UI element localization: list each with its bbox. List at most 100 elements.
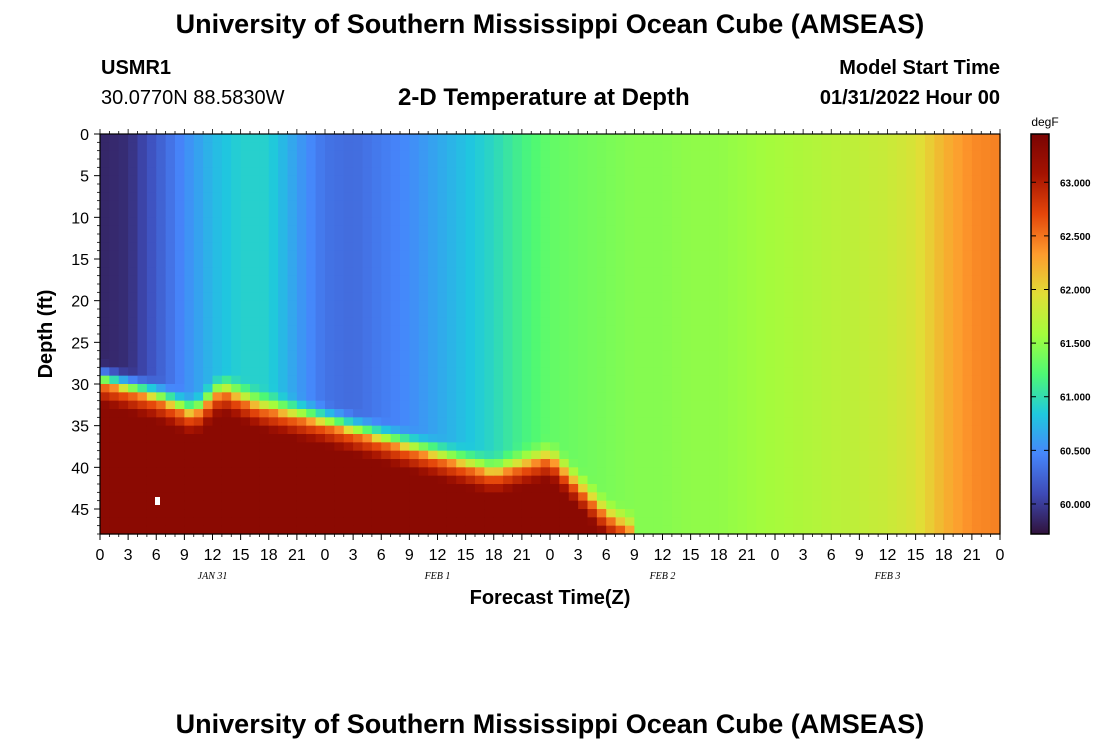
heat-cell bbox=[390, 450, 401, 460]
heat-cell bbox=[109, 184, 120, 193]
heat-cell bbox=[578, 500, 589, 510]
heat-cell bbox=[100, 400, 110, 410]
heat-cell bbox=[165, 400, 176, 410]
heat-cell bbox=[381, 475, 392, 485]
heat-cell bbox=[306, 217, 317, 227]
heat-cell bbox=[840, 292, 851, 302]
heat-cell bbox=[887, 517, 898, 527]
heat-cell bbox=[596, 500, 607, 510]
heat-cell bbox=[296, 200, 307, 210]
heat-cell bbox=[737, 484, 748, 493]
heat-cell bbox=[709, 200, 720, 210]
heat-cell bbox=[221, 217, 232, 227]
heat-cell bbox=[971, 175, 982, 185]
heat-cell bbox=[221, 392, 232, 402]
heat-cell bbox=[400, 209, 410, 218]
heat-cell bbox=[990, 350, 1001, 360]
heat-cell bbox=[212, 367, 223, 377]
heat-cell bbox=[503, 234, 514, 243]
heat-cell bbox=[118, 367, 129, 377]
heat-cell bbox=[362, 342, 373, 352]
heat-cell bbox=[512, 150, 523, 160]
heat-cell bbox=[559, 442, 570, 452]
heat-cell bbox=[381, 267, 392, 277]
heat-cell bbox=[128, 142, 139, 152]
heat-cell bbox=[709, 184, 720, 193]
heat-cell bbox=[240, 409, 251, 418]
heat-cell bbox=[175, 167, 185, 177]
heat-cell bbox=[325, 325, 335, 335]
heat-cell bbox=[803, 359, 814, 368]
heat-cell bbox=[475, 192, 485, 202]
heat-cell bbox=[896, 442, 907, 452]
heat-cell bbox=[521, 142, 532, 152]
heat-cell bbox=[240, 509, 251, 518]
heat-cell bbox=[221, 492, 232, 502]
heat-cell bbox=[700, 225, 710, 235]
heat-cell bbox=[793, 192, 804, 202]
heat-cell bbox=[587, 309, 598, 318]
heat-cell bbox=[165, 175, 176, 185]
heat-cell bbox=[981, 409, 992, 418]
heat-cell bbox=[728, 175, 739, 185]
heat-cell bbox=[240, 425, 251, 435]
heat-cell bbox=[465, 442, 476, 452]
heat-cell bbox=[137, 234, 148, 243]
heat-cell bbox=[484, 500, 495, 510]
heat-cell bbox=[868, 350, 879, 360]
heat-cell bbox=[381, 159, 392, 168]
heat-cell bbox=[531, 417, 542, 427]
heat-cell bbox=[512, 225, 523, 235]
heat-cell bbox=[953, 400, 964, 410]
heat-cell bbox=[953, 325, 964, 335]
heat-cell bbox=[137, 150, 148, 160]
heat-cell bbox=[531, 242, 542, 252]
heat-cell bbox=[784, 217, 795, 227]
heat-cell bbox=[128, 225, 139, 235]
heat-cell bbox=[446, 242, 457, 252]
heat-cell bbox=[831, 425, 842, 435]
heat-cell bbox=[165, 267, 176, 277]
heat-cell bbox=[643, 242, 654, 252]
heat-cell bbox=[859, 425, 870, 435]
heat-cell bbox=[325, 400, 335, 410]
heat-cell bbox=[400, 525, 410, 535]
heat-cell bbox=[512, 492, 523, 502]
heat-cell bbox=[756, 300, 767, 310]
heat-cell bbox=[606, 342, 617, 352]
heat-cell bbox=[915, 342, 926, 352]
heat-cell bbox=[165, 409, 176, 418]
heat-cell bbox=[512, 292, 523, 302]
heat-cell bbox=[503, 375, 514, 385]
heat-cell bbox=[484, 509, 495, 518]
heat-cell bbox=[625, 434, 635, 443]
heat-cell bbox=[296, 334, 307, 343]
heat-cell bbox=[578, 192, 589, 202]
heat-cell bbox=[559, 267, 570, 277]
heat-cell bbox=[156, 442, 167, 452]
heat-cell bbox=[165, 159, 176, 168]
heat-cell bbox=[437, 284, 448, 293]
heat-cell bbox=[325, 317, 335, 327]
heat-cell bbox=[868, 425, 879, 435]
heat-cell bbox=[878, 300, 889, 310]
heat-cell bbox=[953, 334, 964, 343]
heat-cell bbox=[812, 475, 823, 485]
heat-cell bbox=[362, 300, 373, 310]
heat-cell bbox=[700, 459, 710, 468]
heat-cell bbox=[934, 150, 945, 160]
heat-cell bbox=[775, 367, 785, 377]
heat-cell bbox=[306, 259, 317, 268]
heat-cell bbox=[821, 300, 832, 310]
heat-cell bbox=[643, 334, 654, 343]
heat-cell bbox=[437, 375, 448, 385]
heat-cell bbox=[503, 434, 514, 443]
heat-cell bbox=[325, 484, 335, 493]
heat-cell bbox=[906, 150, 917, 160]
heat-cell bbox=[118, 284, 129, 293]
heat-cell bbox=[362, 167, 373, 177]
heat-cell bbox=[868, 275, 879, 285]
heat-cell bbox=[587, 234, 598, 243]
heat-cell bbox=[278, 484, 289, 493]
heat-cell bbox=[184, 200, 195, 210]
